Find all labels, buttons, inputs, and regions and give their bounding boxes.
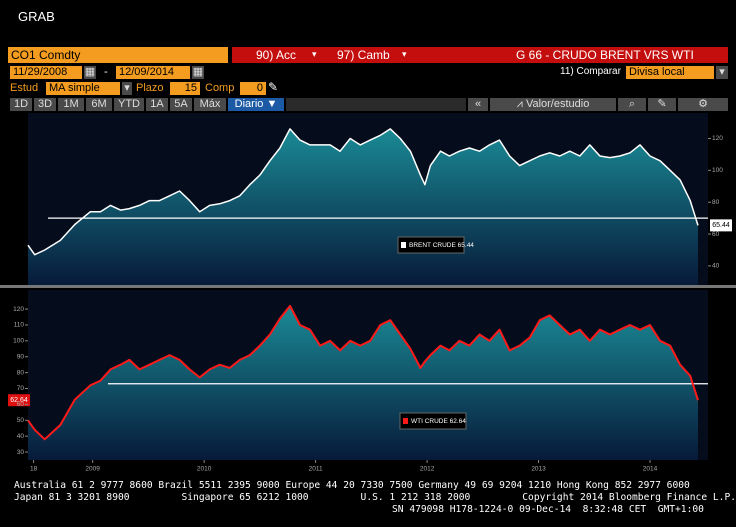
window-title: GRAB: [18, 9, 55, 24]
y-tick-label: 80: [17, 369, 25, 376]
footer-line: Australia 61 2 9777 8600 Brazil 5511 239…: [14, 480, 690, 491]
legend-text: BRENT CRUDE 65.44: [409, 242, 474, 249]
period-label: Plazo: [136, 82, 164, 94]
legend-swatch: [403, 418, 408, 424]
y-tick-label: 80: [712, 199, 720, 206]
x-tick-label: 2014: [643, 466, 658, 473]
series-line: [27, 128, 699, 256]
legend-value: 62.64: [450, 418, 467, 425]
legend-box: [399, 412, 467, 430]
pencil-icon[interactable]: ✎: [268, 80, 279, 94]
collapse-button[interactable]: «: [468, 98, 488, 111]
range-button[interactable]: Máx: [194, 98, 226, 111]
y-tick-label: 90: [17, 353, 25, 360]
y-tick-label: 120: [13, 306, 24, 313]
y-tick-label: 60: [712, 231, 720, 238]
end-date[interactable]: 12/09/2014: [116, 66, 190, 79]
action-button[interactable]: 90) Acc: [256, 48, 297, 62]
range-button[interactable]: 6M: [86, 98, 112, 111]
range-button[interactable]: 3D: [34, 98, 56, 111]
range-button[interactable]: 5A: [170, 98, 192, 111]
x-tick-label: 2013: [531, 466, 546, 473]
period-input[interactable]: 15: [170, 82, 200, 95]
value-study-button[interactable]: ⩘ Valor/estudio: [490, 98, 616, 111]
settings-button[interactable]: ⚙: [678, 98, 728, 111]
dropdown-arrow[interactable]: ▾: [402, 49, 407, 59]
legend-swatch: [401, 242, 406, 248]
y-tick-label: 100: [13, 338, 24, 345]
last-value-label: 62.64: [10, 397, 28, 404]
date-separator: -: [104, 66, 108, 78]
calendar-icon[interactable]: ▦: [192, 66, 204, 79]
y-tick-label: 60: [17, 401, 25, 408]
last-value-box: [8, 394, 30, 407]
study-select[interactable]: MA simple: [46, 82, 120, 95]
y-tick-label: 50: [17, 417, 25, 424]
y-tick-label: 40: [712, 263, 720, 270]
series-line: [27, 304, 699, 441]
panel-divider: [0, 285, 736, 288]
dropdown-arrow[interactable]: ▾: [312, 49, 317, 59]
x-tick-label: 2012: [420, 466, 435, 473]
range-button[interactable]: 1M: [58, 98, 84, 111]
area-fill: [28, 305, 698, 460]
y-tick-label: 40: [17, 433, 25, 440]
footer-line: SN 479098 H178-1224-0 09-Dec-14 8:32:48 …: [392, 504, 704, 515]
y-tick-label: 70: [17, 385, 25, 392]
currency-select[interactable]: Divisa local: [626, 66, 714, 79]
legend-value: 65.44: [458, 242, 475, 249]
y-tick-label: 120: [712, 135, 723, 142]
study-label: Estud: [10, 82, 39, 94]
last-value-label: 65.44: [712, 222, 730, 229]
action-button[interactable]: 97) Camb: [337, 48, 390, 62]
legend-box: [397, 236, 465, 254]
toolbar-spacer: [286, 98, 466, 111]
y-tick-label: 100: [712, 167, 723, 174]
range-button[interactable]: 1D: [10, 98, 32, 111]
dropdown-arrow[interactable]: ▾: [122, 82, 132, 95]
dropdown-arrow[interactable]: ▾: [716, 66, 728, 79]
x-tick-label: 18: [30, 466, 38, 473]
chart-title: G 66 - CRUDO BRENT VRS WTI: [516, 48, 694, 62]
zoom-button[interactable]: ⌕: [618, 98, 646, 111]
compare-label: 11) Comparar: [560, 66, 621, 77]
frequency-select[interactable]: Diario ▼: [228, 98, 284, 111]
legend: BRENT CRUDE 65.44: [397, 236, 474, 254]
chart-icon: ⩘: [516, 98, 526, 110]
header-bar: [232, 47, 728, 63]
x-tick-label: 2010: [197, 466, 212, 473]
edit-button[interactable]: ✎: [648, 98, 676, 111]
ticker-input[interactable]: CO1 Comdty: [8, 47, 228, 63]
y-tick-label: 110: [14, 322, 25, 329]
legend-name: WTI CRUDE: [411, 418, 448, 425]
footer-line: Japan 81 3 3201 8900 Singapore 65 6212 1…: [14, 492, 736, 503]
range-button[interactable]: YTD: [114, 98, 144, 111]
y-tick-label: 30: [17, 449, 25, 456]
legend-text: WTI CRUDE 62.64: [411, 418, 466, 425]
area-fill: [28, 128, 698, 285]
calendar-icon[interactable]: ▦: [84, 66, 96, 79]
x-tick-label: 2009: [85, 466, 100, 473]
comp-label: Comp: [205, 82, 235, 94]
comp-input[interactable]: 0: [240, 82, 266, 95]
legend-name: BRENT CRUDE: [409, 242, 456, 249]
legend: WTI CRUDE 62.64: [399, 412, 467, 430]
value-study-label: Valor/estudio: [525, 98, 590, 110]
start-date[interactable]: 11/29/2008: [10, 66, 82, 79]
last-value-box: [710, 219, 732, 232]
x-tick-label: 2011: [309, 466, 323, 473]
range-button[interactable]: 1A: [146, 98, 168, 111]
